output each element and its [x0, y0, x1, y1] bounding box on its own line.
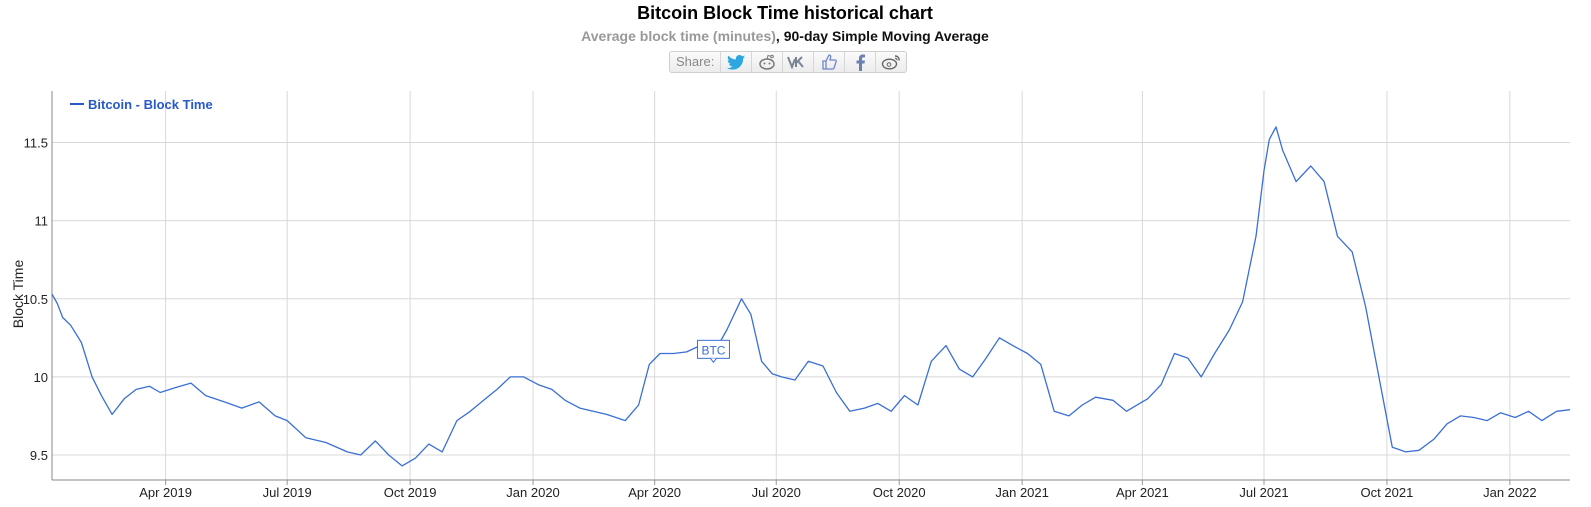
twitter-icon[interactable]: [721, 52, 753, 72]
annotation-label: BTC: [701, 343, 725, 357]
y-tick-label: 10.5: [23, 292, 48, 307]
subtitle-separator: ,: [775, 28, 784, 44]
series-line: [51, 126, 1571, 467]
x-tick-label: Jan 2020: [506, 485, 560, 500]
y-tick-label: 11.5: [24, 136, 48, 151]
x-tick-label: Oct 2019: [384, 485, 437, 500]
x-tick-label: Apr 2020: [628, 485, 681, 500]
y-tick-label: 10: [34, 370, 48, 385]
x-tick-label: Apr 2021: [1116, 485, 1169, 500]
facebook-icon[interactable]: [845, 52, 877, 72]
x-tick-label: Apr 2019: [139, 485, 192, 500]
share-bar: Share:: [669, 51, 908, 73]
x-tick-label: Jan 2022: [1483, 485, 1537, 500]
y-tick-label: 11: [35, 214, 49, 229]
legend-label: Bitcoin - Block Time: [88, 97, 213, 112]
btc-annotation: BTC: [696, 339, 730, 364]
subtitle-metric: Average block time (minutes): [581, 28, 776, 44]
x-tick-label: Jul 2021: [1239, 485, 1288, 500]
x-tick-label: Oct 2020: [873, 485, 926, 500]
chart-subtitle: Average block time (minutes), 90-day Sim…: [0, 28, 1570, 44]
y-tick-label: 9.5: [30, 448, 48, 463]
legend: Bitcoin - Block Time: [70, 97, 213, 112]
chart-title: Bitcoin Block Time historical chart: [637, 3, 933, 23]
x-tick-label: Jul 2019: [263, 485, 312, 500]
x-tick-label: Jan 2021: [995, 485, 1049, 500]
share-label: Share:: [670, 52, 722, 72]
x-tick-label: Oct 2021: [1361, 485, 1414, 500]
subtitle-average: 90-day Simple Moving Average: [783, 28, 989, 44]
weibo-icon[interactable]: [876, 52, 906, 72]
annotation-pointer: [710, 358, 717, 364]
x-tick-label: Jul 2020: [752, 485, 801, 500]
reddit-icon[interactable]: [752, 52, 784, 72]
like-icon[interactable]: [814, 52, 846, 72]
vk-icon[interactable]: [783, 52, 815, 72]
